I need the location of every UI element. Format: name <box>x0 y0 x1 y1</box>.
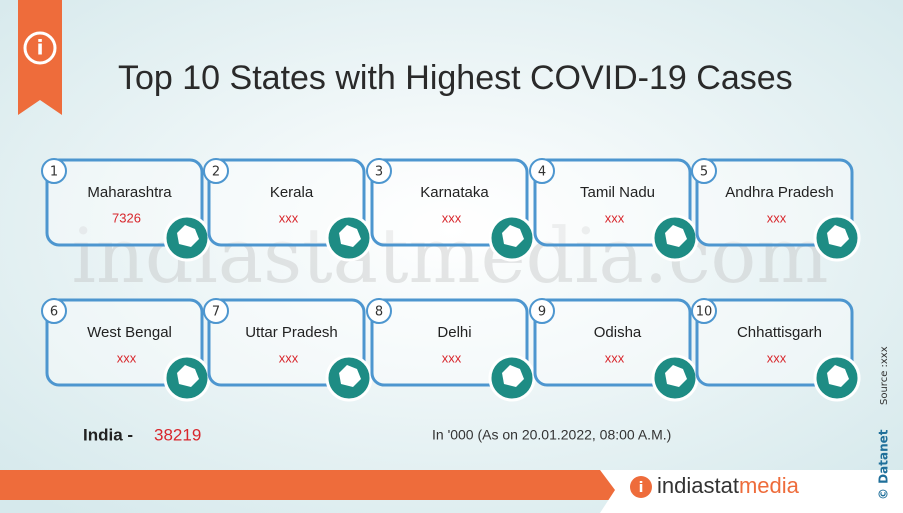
state-card <box>533 158 692 247</box>
state-value: 7326 <box>112 210 141 225</box>
rank-badge <box>529 298 555 324</box>
state-card <box>370 298 529 387</box>
state-value: xxx <box>117 350 137 365</box>
total-value: 38219 <box>154 425 201 444</box>
rank-number: 9 <box>538 305 546 320</box>
state-card <box>370 158 529 247</box>
brand-b-text: media <box>739 473 800 498</box>
state-name: Andhra Pradesh <box>725 184 833 201</box>
state-value: xxx <box>767 350 787 365</box>
rank-number: 4 <box>538 165 546 180</box>
state-card <box>695 158 854 247</box>
rank-number: 2 <box>212 165 220 180</box>
info-icon-glyph: i <box>37 36 44 60</box>
state-map-shape <box>502 365 524 387</box>
rank-badge <box>529 158 555 184</box>
state-value: xxx <box>442 210 462 225</box>
state-value: xxx <box>279 210 299 225</box>
state-map-shape <box>339 225 361 247</box>
state-name: Delhi <box>437 324 471 341</box>
state-value: xxx <box>605 350 625 365</box>
total-label: India - <box>83 425 133 444</box>
brand-a-text: indiastat <box>657 473 739 498</box>
source: Source :xxx <box>879 346 890 405</box>
state-card <box>45 298 204 387</box>
state-map-shape <box>177 365 199 387</box>
info-bookmark <box>18 0 62 115</box>
footer-panel <box>600 470 903 513</box>
rank-number: 1 <box>50 165 58 180</box>
state-value: xxx <box>605 210 625 225</box>
rank-badge <box>691 298 717 324</box>
state-value: xxx <box>767 210 787 225</box>
info-icon <box>23 31 57 65</box>
copyright: © Datanet <box>877 429 891 500</box>
state-map-shape <box>827 365 849 387</box>
state-name: Maharashtra <box>87 184 172 201</box>
state-name: Odisha <box>594 324 642 341</box>
title: Top 10 States with Highest COVID-19 Case… <box>118 59 793 97</box>
state-map-shape <box>665 225 687 247</box>
rank-number: 5 <box>700 165 708 180</box>
state-name: West Bengal <box>87 324 172 341</box>
logo-glyph: i <box>639 480 644 496</box>
rank-number: 8 <box>375 305 383 320</box>
state-name: Chhattisgarh <box>737 324 822 341</box>
state-map-shape <box>177 225 199 247</box>
state-card <box>207 298 366 387</box>
cards: 1 Maharashtra 7326 2 Kerala xxx 3 Karnataka xxx 4… <box>41 158 861 402</box>
rank-number: 10 <box>696 305 713 320</box>
state-map-shape <box>665 365 687 387</box>
logo-icon <box>630 476 652 498</box>
rank-badge <box>203 298 229 324</box>
state-card <box>45 158 204 247</box>
rank-number: 6 <box>50 305 58 320</box>
state-map-shape <box>339 365 361 387</box>
state-name: Uttar Pradesh <box>245 324 338 341</box>
rank-number: 3 <box>375 165 383 180</box>
rank-badge <box>691 158 717 184</box>
rank-badge <box>366 158 392 184</box>
rank-badge <box>41 158 67 184</box>
state-map-shape <box>827 225 849 247</box>
state-name: Karnataka <box>420 184 489 201</box>
state-value: xxx <box>442 350 462 365</box>
note: In '000 (As on 20.01.2022, 08:00 A.M.) <box>432 427 671 443</box>
state-card <box>207 158 366 247</box>
state-name: Kerala <box>270 184 314 201</box>
state-name: Tamil Nadu <box>580 184 655 201</box>
brand-a: indiastatmedia <box>657 473 800 498</box>
state-value: xxx <box>279 350 299 365</box>
rank-badge <box>41 298 67 324</box>
rank-badge <box>203 158 229 184</box>
rank-badge <box>366 298 392 324</box>
footer-bar <box>0 470 640 500</box>
state-card <box>533 298 692 387</box>
state-map-shape <box>502 225 524 247</box>
state-card <box>695 298 854 387</box>
rank-number: 7 <box>212 305 220 320</box>
